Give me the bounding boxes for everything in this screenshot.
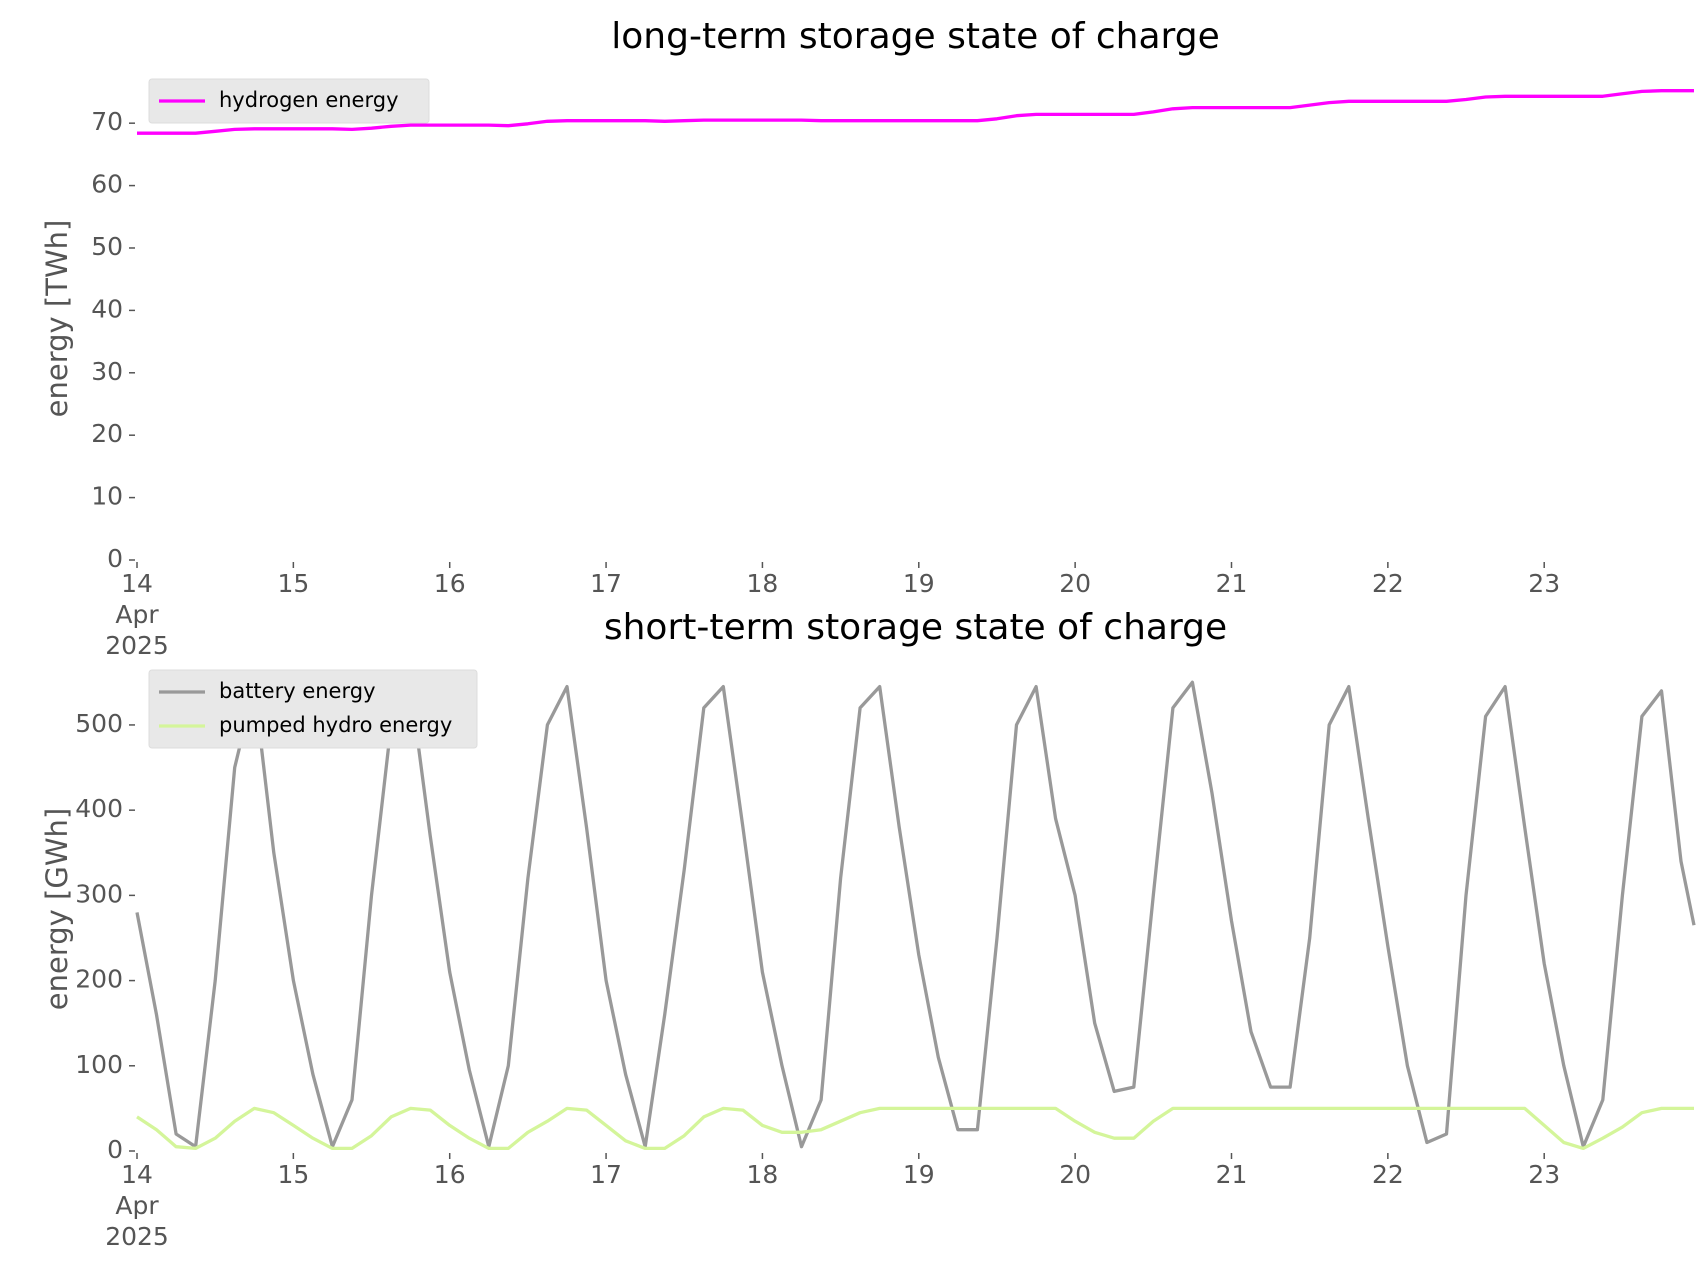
y-tick-label: 100	[75, 1050, 123, 1079]
y-tick-label: 0	[107, 544, 123, 573]
x-tick-label: 21	[1216, 1160, 1248, 1189]
legend-label: battery energy	[219, 679, 376, 703]
x-tick-label: 16	[434, 1160, 466, 1189]
y-tick-label: 0	[107, 1135, 123, 1164]
x-tick-label: 21	[1216, 569, 1248, 598]
series-line	[136, 1106, 1694, 1151]
x-tick-label: 17	[590, 569, 622, 598]
series-line	[137, 89, 1694, 135]
legend-box	[148, 669, 478, 749]
y-tick-label: 30	[91, 357, 123, 386]
x-tick-label: 14 Apr 2025	[105, 1160, 169, 1251]
x-tick-label: 23	[1528, 1160, 1560, 1189]
y-tick-label: 10	[91, 482, 123, 511]
x-tick-label: 19	[903, 1160, 935, 1189]
y-tick-label: 300	[75, 879, 123, 908]
x-tick-label: 20	[1059, 1160, 1091, 1189]
y-tick-label: 20	[91, 419, 123, 448]
chart-title: long-term storage state of charge	[611, 16, 1219, 57]
x-tick-label: 20	[1059, 569, 1091, 598]
y-axis-label: energy [TWh]	[40, 220, 74, 418]
legend-label: pumped hydro energy	[219, 713, 452, 737]
x-tick-label: 18	[747, 569, 779, 598]
x-tick-label: 16	[434, 569, 466, 598]
y-tick-label: 60	[91, 170, 123, 199]
y-tick-label: 50	[91, 232, 123, 261]
x-tick-label: 18	[747, 1160, 779, 1189]
y-tick-label: 500	[75, 709, 123, 738]
y-tick-label: 40	[91, 294, 123, 323]
x-tick-label: 14 Apr 2025	[105, 569, 169, 660]
series-line	[135, 680, 1696, 1149]
legend-label: hydrogen energy	[219, 88, 399, 112]
chart-title: short-term storage state of charge	[604, 607, 1227, 648]
x-tick-label: 22	[1372, 569, 1404, 598]
x-tick-label: 22	[1372, 1160, 1404, 1189]
y-tick-label: 200	[75, 965, 123, 994]
x-tick-label: 19	[903, 569, 935, 598]
x-tick-label: 23	[1528, 569, 1560, 598]
y-tick-label: 400	[75, 794, 123, 823]
x-tick-label: 17	[590, 1160, 622, 1189]
x-tick-label: 15	[277, 1160, 309, 1189]
y-axis-label: energy [GWh]	[40, 808, 74, 1010]
legend-box	[148, 78, 430, 124]
y-tick-label: 70	[91, 107, 123, 136]
x-tick-label: 15	[277, 569, 309, 598]
